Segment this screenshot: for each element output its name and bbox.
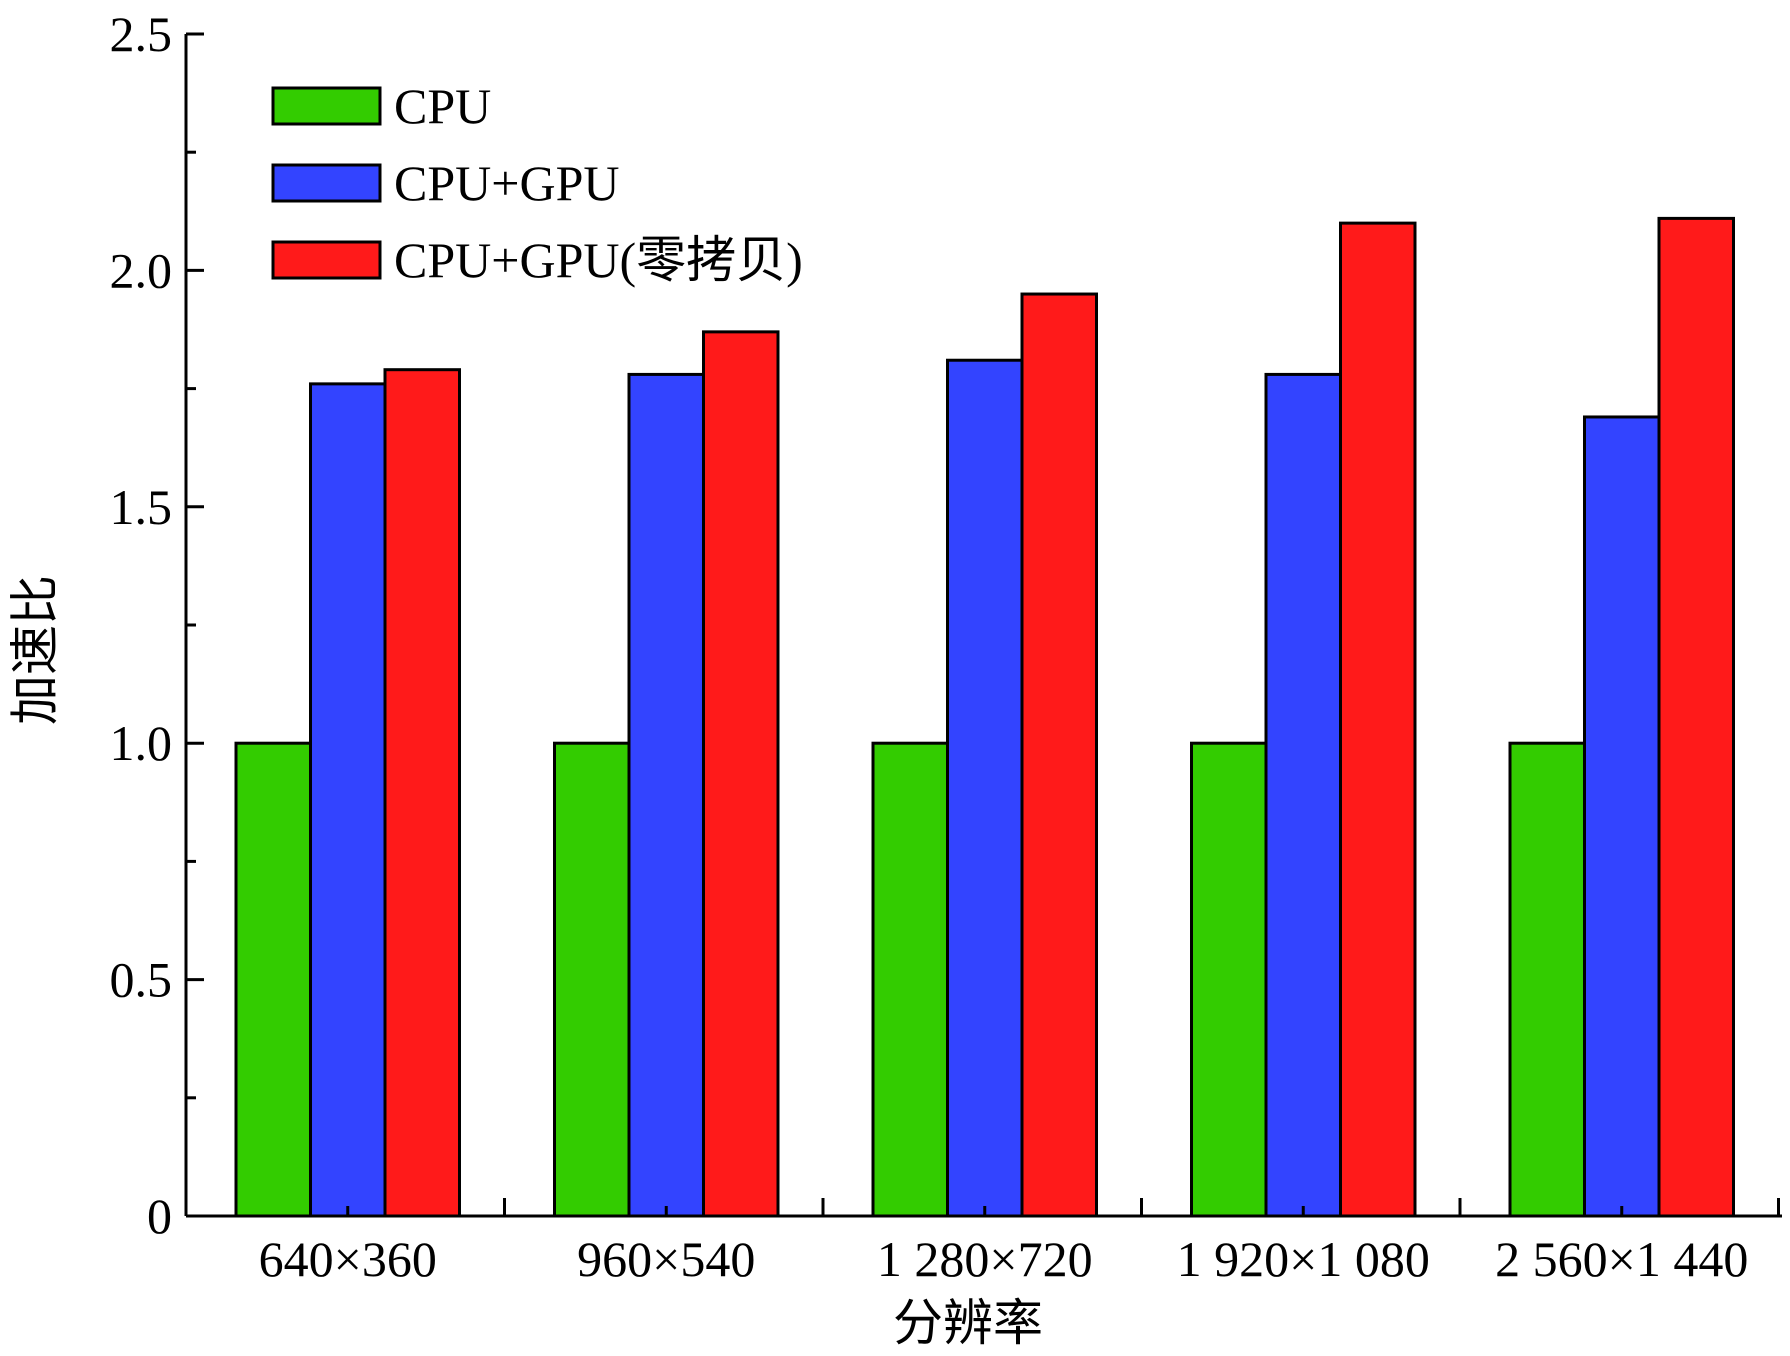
legend: CPU CPU+GPU CPU+GPU(零拷贝) xyxy=(271,78,803,288)
bar-2-4 xyxy=(1264,372,1342,1218)
y-tick-label-2: 0.5 xyxy=(110,952,173,1008)
y-axis-title: 加速比 xyxy=(7,575,63,725)
bar-1-5 xyxy=(1508,741,1586,1218)
bar-3-5 xyxy=(1657,216,1735,1218)
legend-label-3: CPU+GPU(零拷贝) xyxy=(394,232,803,288)
bar-3-1 xyxy=(383,368,461,1218)
bar-3-4 xyxy=(1339,221,1417,1218)
legend-swatch-2 xyxy=(271,163,382,203)
legend-label-1: CPU xyxy=(394,78,491,134)
y-tick-label-5: 2.0 xyxy=(110,242,173,298)
bar-2-5 xyxy=(1583,415,1661,1218)
x-tick-label-3: 1 280×720 xyxy=(877,1231,1093,1287)
y-tick-label-1: 0 xyxy=(147,1188,172,1244)
legend-swatch-3 xyxy=(271,240,382,280)
x-tick-label-1: 640×360 xyxy=(259,1231,437,1287)
bar-3-3 xyxy=(1020,292,1098,1218)
bar-1-1 xyxy=(234,741,312,1218)
bars-layer xyxy=(234,216,1735,1218)
legend-label-2: CPU+GPU xyxy=(394,155,620,211)
axes-layer: 640×360 960×540 1 280×720 1 920×1 080 2 560×… xyxy=(110,6,1782,1287)
bar-2-3 xyxy=(946,358,1024,1218)
bar-2-1 xyxy=(309,382,387,1218)
bar-3-2 xyxy=(702,330,780,1218)
bar-2-2 xyxy=(627,372,705,1218)
y-tick-label-3: 1.0 xyxy=(110,715,173,771)
y-tick-label-6: 2.5 xyxy=(110,6,173,62)
y-tick-label-4: 1.5 xyxy=(110,479,173,535)
bar-1-3 xyxy=(871,741,949,1218)
legend-swatch-1 xyxy=(271,86,382,126)
x-tick-label-4: 1 920×1 080 xyxy=(1177,1231,1430,1287)
x-tick-label-2: 960×540 xyxy=(577,1231,755,1287)
bar-1-4 xyxy=(1190,741,1268,1218)
x-axis-title: 分辨率 xyxy=(893,1295,1043,1351)
x-tick-label-5: 2 560×1 440 xyxy=(1495,1231,1748,1287)
bar-1-2 xyxy=(553,741,631,1218)
